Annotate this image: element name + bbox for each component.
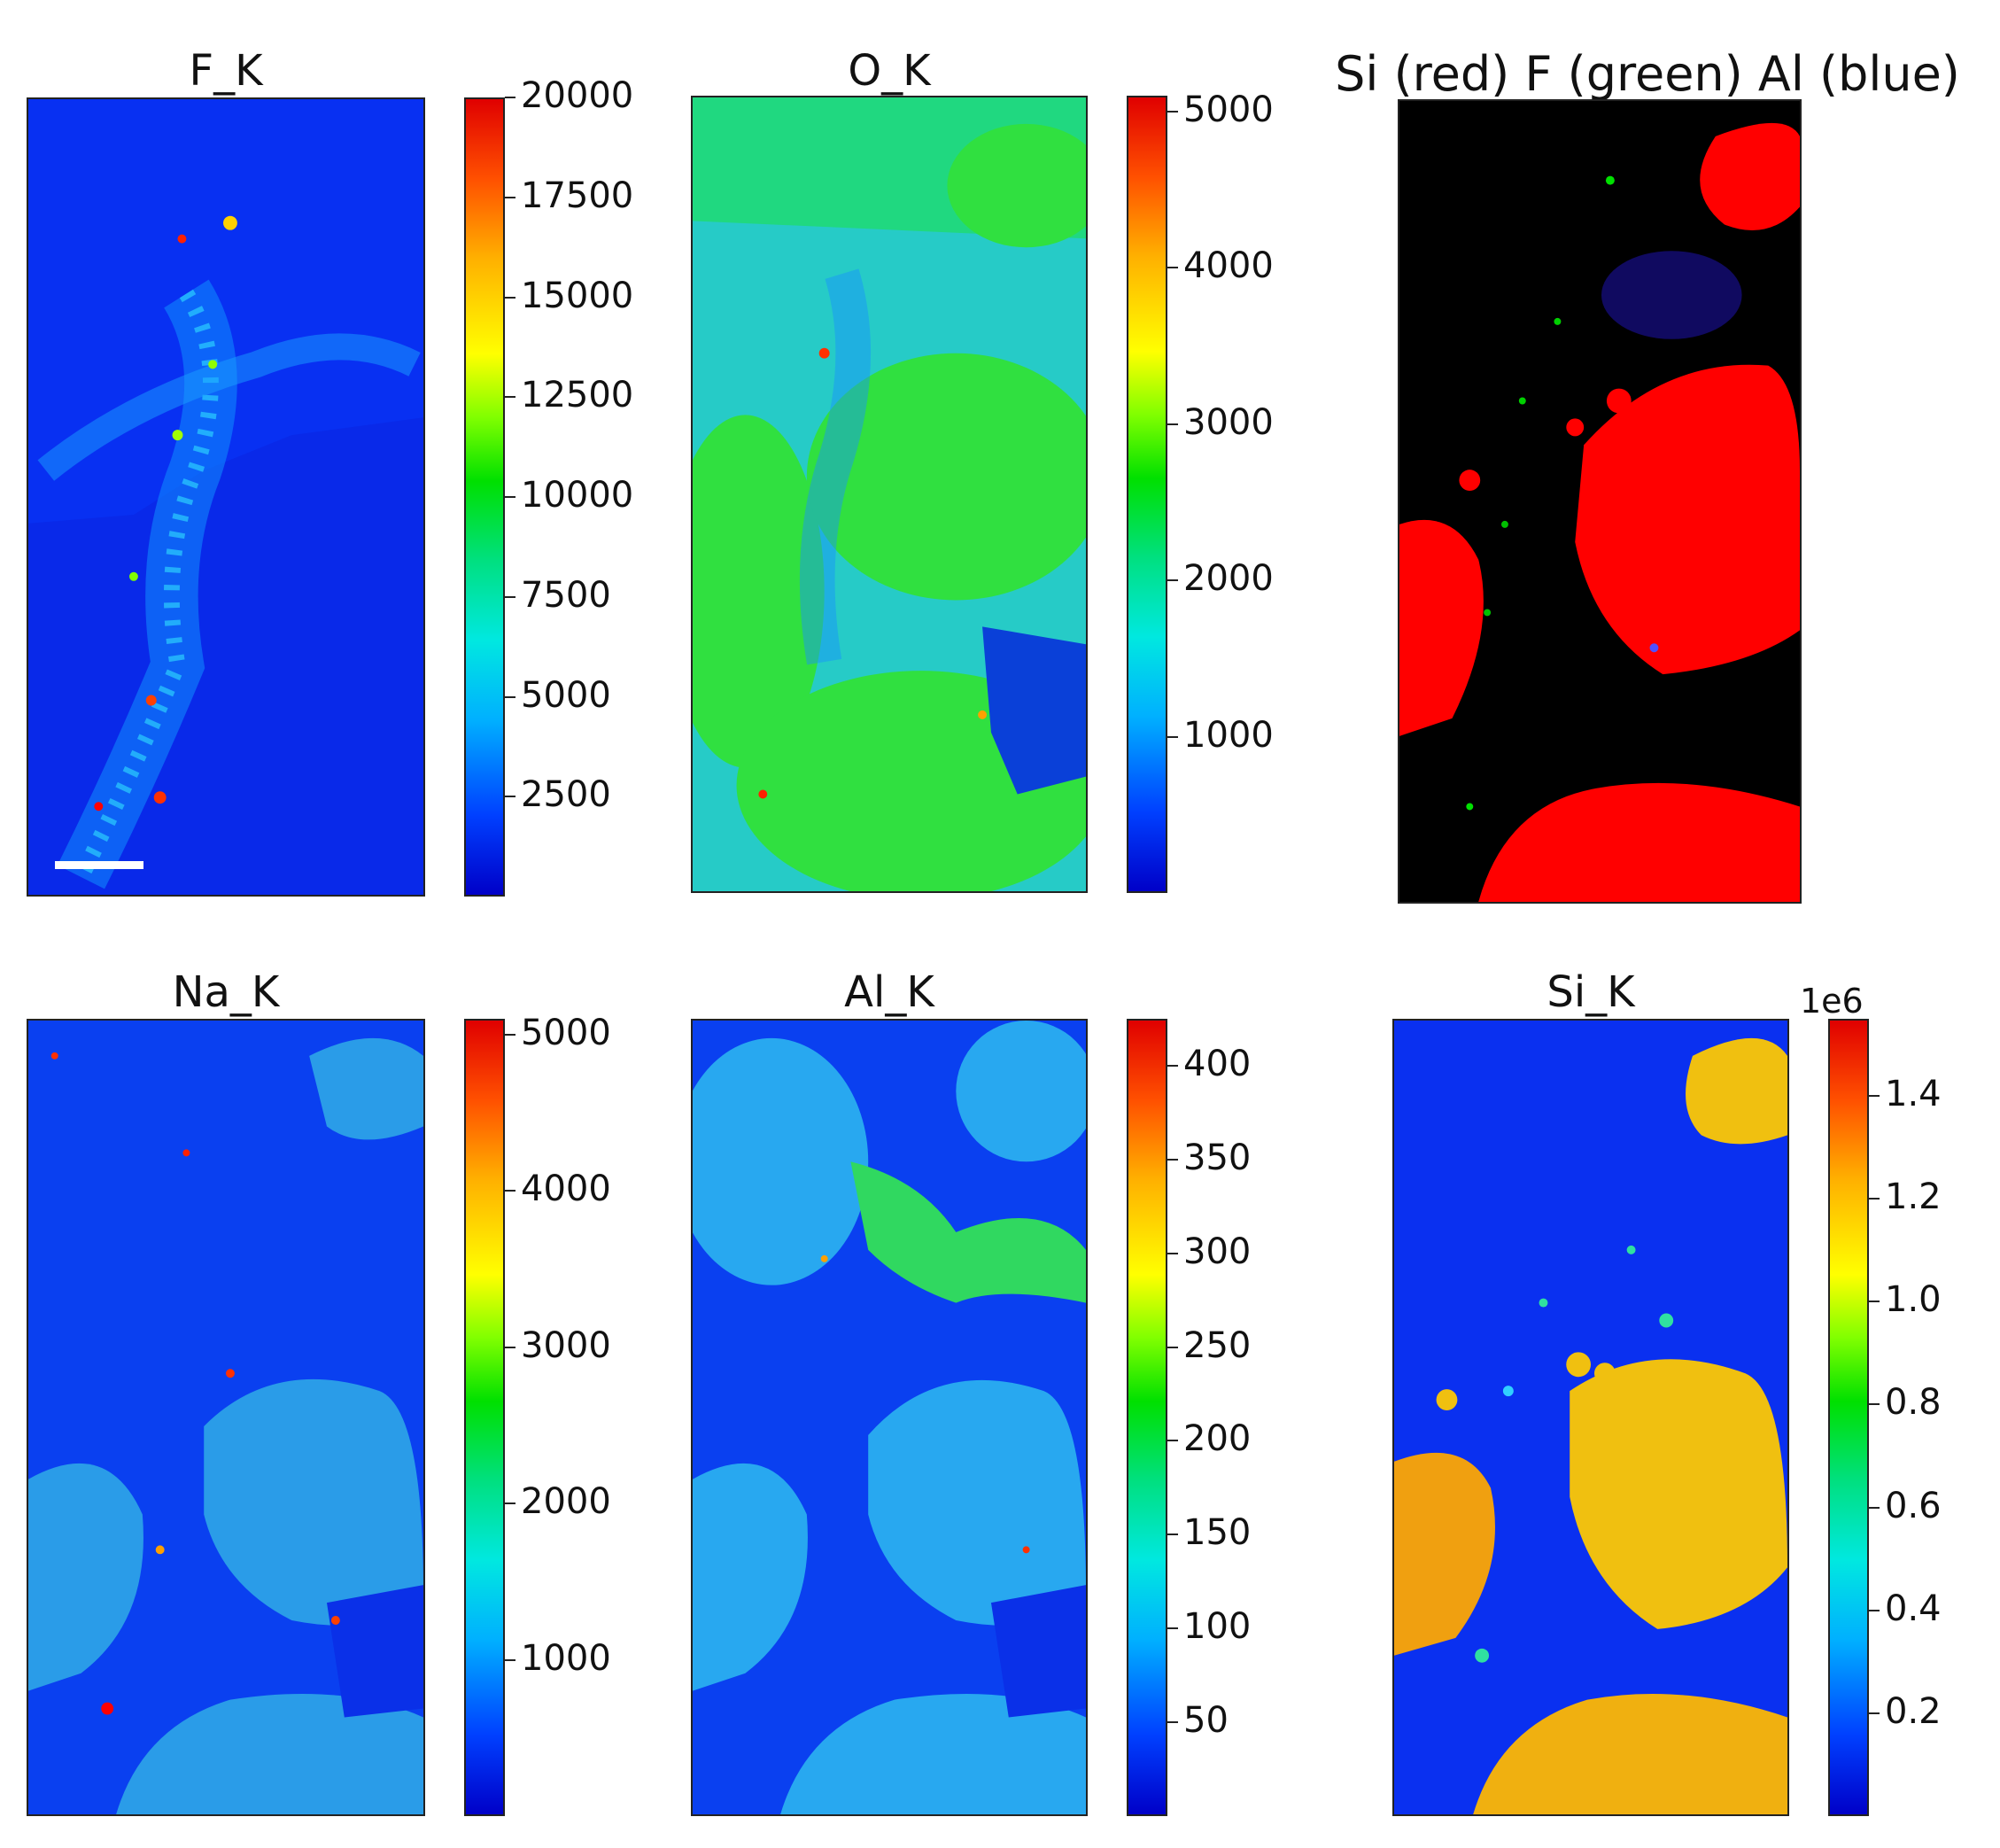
heatmap-rgb-composite [1398, 99, 1802, 904]
colorbar-tick-label: 350 [1183, 1137, 1252, 1178]
colorbar-tick-label: 5000 [521, 1012, 611, 1053]
heatmap-o-k [691, 96, 1088, 893]
heatmap-al-k [691, 1019, 1088, 1816]
colorbar-tick-label: 12500 [521, 375, 634, 416]
colorbar-tick [505, 1658, 516, 1661]
colorbar-tick-label: 7500 [521, 574, 611, 616]
colorbar-tick-label: 400 [1183, 1043, 1252, 1084]
colorbar-f-k [464, 97, 505, 897]
colorbar-tick [505, 1190, 516, 1192]
colorbar-tick-label: 0.2 [1885, 1690, 1942, 1732]
colorbar-tick [1869, 1506, 1880, 1509]
colorbar-tick [1167, 1534, 1178, 1536]
colorbar-si-k [1828, 1019, 1869, 1816]
colorbar-tick [1869, 1403, 1880, 1406]
panel-title: Na_K [172, 967, 280, 1017]
panel-title: F_K [189, 46, 263, 96]
colorbar-tick-label: 1000 [521, 1637, 611, 1679]
colorbar-tick [1167, 1158, 1178, 1161]
colorbar-tick [505, 97, 516, 98]
colorbar-tick [1167, 110, 1178, 113]
colorbar-tick-label: 17500 [521, 175, 634, 216]
colorbar-tick-label: 1000 [1183, 714, 1274, 756]
colorbar-tick [1869, 1301, 1880, 1303]
colorbar-tick-label: 50 [1183, 1700, 1229, 1742]
colorbar-tick [1167, 1064, 1178, 1067]
colorbar-offset-label: 1e6 [1800, 982, 1864, 1021]
colorbar-tick [1167, 1721, 1178, 1724]
colorbar-tick [1869, 1095, 1880, 1098]
colorbar-tick [1167, 735, 1178, 738]
colorbar-tick-label: 0.6 [1885, 1485, 1942, 1526]
panel-title: Si (red) F (green) Al (blue) [1335, 46, 1960, 102]
colorbar-tick [1167, 1252, 1178, 1254]
colorbar-tick-label: 0.8 [1885, 1382, 1942, 1424]
colorbar-tick [505, 1502, 516, 1505]
colorbar-tick-label: 3000 [1183, 401, 1274, 443]
colorbar-tick [505, 296, 516, 299]
colorbar-tick [1167, 1440, 1178, 1442]
colorbar-tick [505, 496, 516, 498]
heatmap-f-k [27, 97, 425, 897]
colorbar-tick-label: 5000 [521, 674, 611, 716]
colorbar-tick [1167, 1627, 1178, 1630]
colorbar-tick-label: 2000 [1183, 558, 1274, 600]
colorbar-tick [505, 1346, 516, 1348]
colorbar-tick-label: 5000 [1183, 89, 1274, 130]
colorbar-tick [1869, 1712, 1880, 1714]
panel-title: Al_K [844, 967, 934, 1017]
colorbar-tick-label: 20000 [521, 75, 634, 116]
colorbar-tick-label: 2500 [521, 774, 611, 816]
colorbar-tick-label: 0.4 [1885, 1588, 1942, 1629]
colorbar-tick-label: 3000 [521, 1324, 611, 1366]
colorbar-tick-label: 2000 [521, 1481, 611, 1523]
colorbar-tick-label: 1.4 [1885, 1074, 1942, 1115]
colorbar-tick-label: 1.0 [1885, 1279, 1942, 1321]
colorbar-tick-label: 15000 [521, 275, 634, 316]
colorbar-tick-label: 200 [1183, 1418, 1252, 1460]
colorbar-tick-label: 250 [1183, 1324, 1252, 1366]
colorbar-tick [505, 1033, 516, 1036]
panel-title: Si_K [1547, 967, 1635, 1017]
colorbar-tick [505, 595, 516, 598]
colorbar-na-k [464, 1019, 505, 1816]
colorbar-tick-label: 10000 [521, 475, 634, 516]
colorbar-tick [1869, 1198, 1880, 1200]
colorbar-tick [1167, 423, 1178, 425]
colorbar-tick [1869, 1609, 1880, 1611]
colorbar-tick-label: 1.2 [1885, 1176, 1942, 1218]
colorbar-tick [1167, 267, 1178, 269]
colorbar-tick-label: 100 [1183, 1606, 1252, 1648]
colorbar-tick [1167, 579, 1178, 582]
panel-title: O_K [848, 46, 931, 96]
colorbar-tick-label: 4000 [521, 1169, 611, 1210]
colorbar-tick [505, 396, 516, 399]
colorbar-al-k [1127, 1019, 1167, 1816]
colorbar-tick-label: 4000 [1183, 245, 1274, 287]
heatmap-na-k [27, 1019, 425, 1816]
colorbar-tick [1167, 1346, 1178, 1348]
scale-bar [55, 861, 143, 869]
colorbar-tick-label: 300 [1183, 1231, 1252, 1272]
colorbar-tick [505, 695, 516, 698]
colorbar-tick-label: 150 [1183, 1512, 1252, 1554]
colorbar-tick [505, 196, 516, 198]
colorbar-o-k [1127, 96, 1167, 893]
colorbar-tick [505, 796, 516, 798]
heatmap-si-k [1392, 1019, 1789, 1816]
